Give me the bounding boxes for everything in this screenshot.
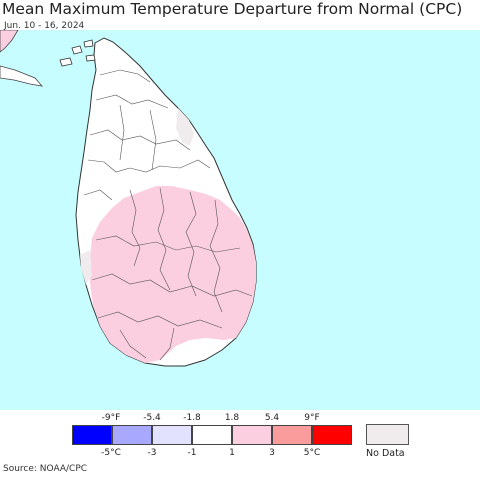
legend-swatch: [312, 425, 352, 445]
india-land-strip: [0, 65, 44, 87]
legend-f-tick: -9°F: [101, 413, 121, 423]
legend-c-tick: 1: [229, 448, 235, 458]
legend-f-tick: -1.8: [183, 413, 201, 423]
legend-c-tick: 5°C: [303, 448, 321, 458]
legend-c-tick: -5°C: [101, 448, 121, 458]
date-range: Jun. 10 - 16, 2024: [4, 21, 85, 31]
india-coast: [0, 30, 19, 53]
district-boundaries: [83, 69, 253, 361]
no-data-area-east: [176, 108, 194, 146]
northern-islands: [59, 39, 96, 67]
legend-c-tick: -3: [147, 448, 157, 458]
no-data-swatch: [366, 424, 409, 445]
warm-anomaly-region: [90, 186, 256, 363]
legend-swatch: [152, 425, 192, 445]
sri-lanka-map: [0, 30, 480, 410]
no-data-area-west: [80, 250, 92, 285]
legend-c-tick: -1: [187, 448, 197, 458]
legend-c-tick: 3: [269, 448, 275, 458]
legend-f-tick: 9°F: [304, 413, 320, 423]
no-data-label: No Data: [366, 448, 405, 459]
legend-f-tick: -5.4: [143, 413, 161, 423]
legend-f-tick: 1.8: [224, 413, 240, 423]
legend: -9°F -5.4 -1.8 1.8 5.4 9°F -5°C -3 -1 1 …: [0, 410, 480, 460]
map-title: Mean Maximum Temperature Departure from …: [2, 0, 463, 18]
legend-swatch: [192, 425, 232, 445]
legend-swatch: [72, 425, 112, 445]
legend-f-tick: 5.4: [264, 413, 280, 423]
source-credit: Source: NOAA/CPC: [3, 464, 88, 474]
legend-swatch: [112, 425, 152, 445]
legend-swatch: [272, 425, 312, 445]
legend-swatch: [232, 425, 272, 445]
